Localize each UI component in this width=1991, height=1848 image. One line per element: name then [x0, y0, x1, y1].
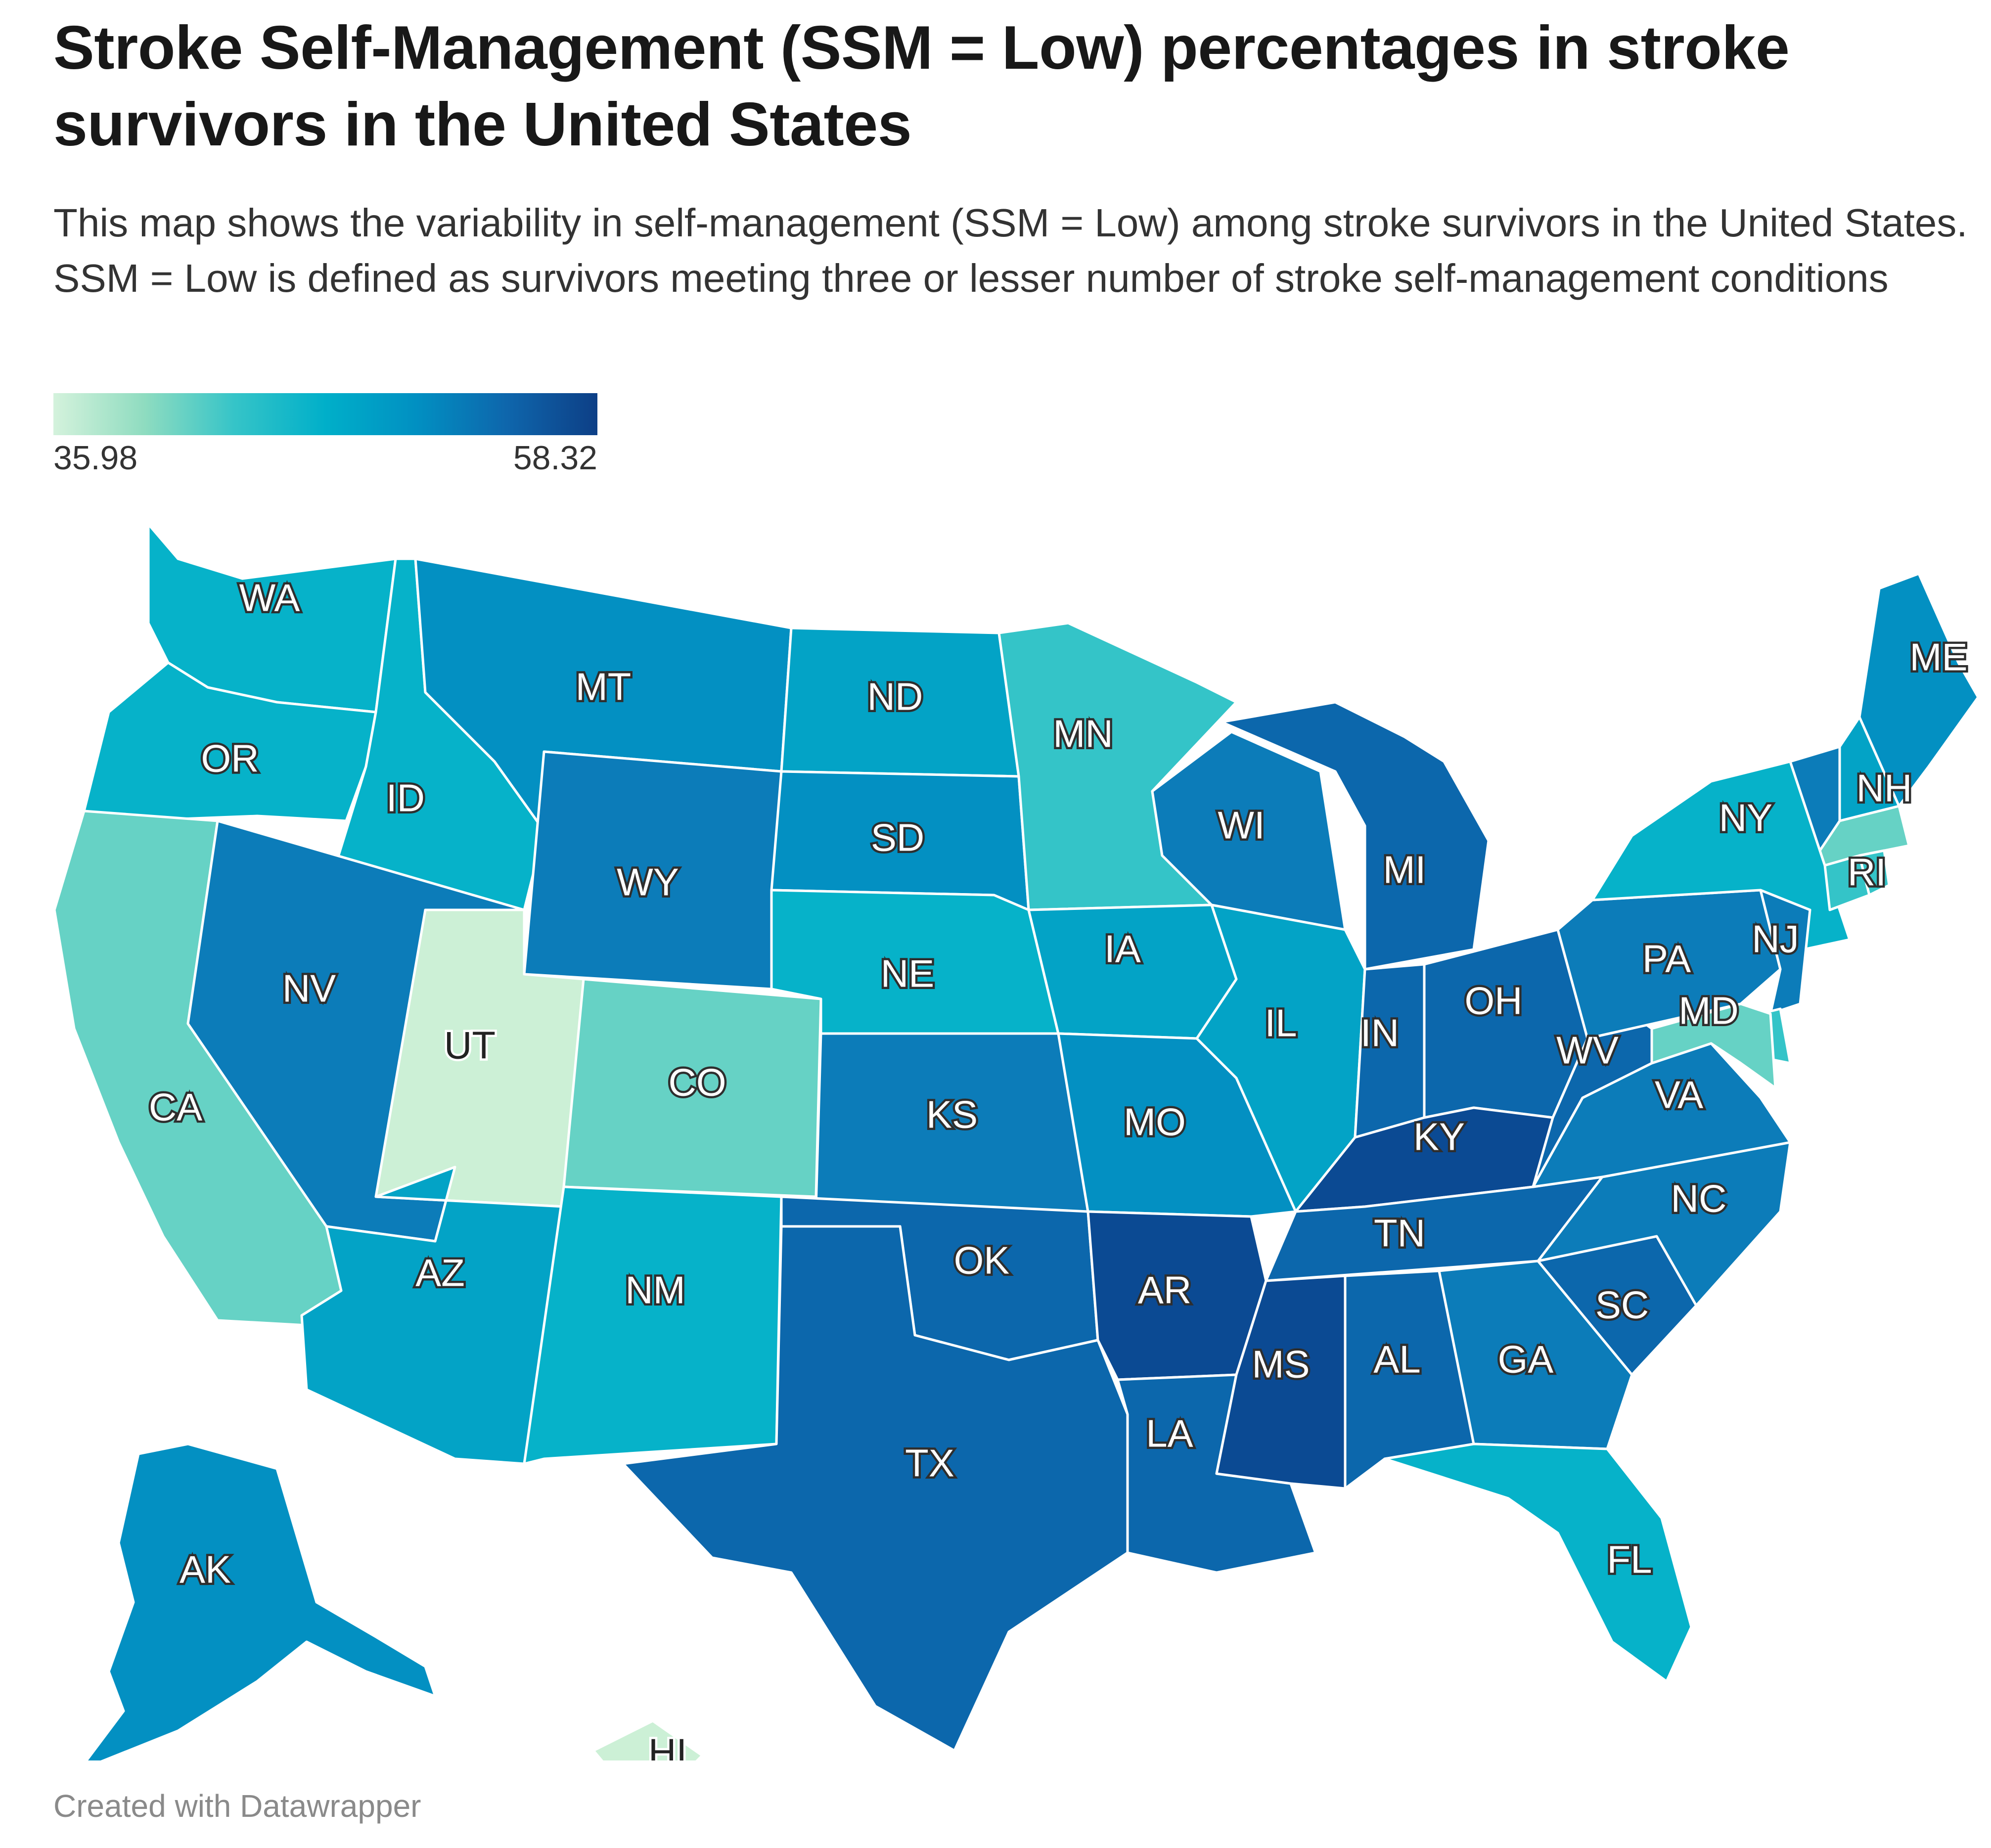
state-label-ut: UT	[444, 1024, 496, 1067]
state-label-nj: NJ	[1752, 917, 1799, 961]
state-label-ky: KY	[1413, 1115, 1465, 1159]
state-label-nc: NC	[1671, 1177, 1727, 1220]
state-label-or: OR	[201, 737, 259, 780]
state-label-hi: HI	[648, 1731, 687, 1760]
state-ia[interactable]	[1027, 903, 1238, 1040]
state-label-al: AL	[1373, 1338, 1420, 1381]
state-label-sd: SD	[871, 816, 924, 859]
state-md[interactable]	[1650, 1002, 1777, 1089]
state-label-ak: AK	[180, 1548, 231, 1591]
color-legend: 35.98 58.32	[53, 393, 597, 482]
state-label-va: VA	[1655, 1073, 1703, 1117]
state-label-la: LA	[1146, 1412, 1193, 1455]
footer-credit: Created with Datawrapper	[53, 1788, 421, 1824]
state-label-oh: OH	[1465, 979, 1523, 1023]
state-label-ms: MS	[1252, 1343, 1310, 1386]
state-label-wi: WI	[1218, 804, 1265, 847]
us-choropleth-map: WA OR CA ID NV UT AZ MT WY CO NM ND SD NE KS OK TX MN IA MO…	[53, 523, 1980, 1760]
state-me[interactable]	[1858, 572, 1980, 808]
state-label-ri: RI	[1848, 851, 1886, 894]
state-nj[interactable]	[1759, 889, 1811, 1015]
state-label-nv: NV	[282, 967, 336, 1010]
state-label-md: MD	[1678, 989, 1738, 1033]
state-label-mo: MO	[1124, 1100, 1186, 1144]
state-ak[interactable]	[79, 1442, 437, 1760]
state-label-nd: ND	[867, 675, 923, 719]
legend-min-label: 35.98	[53, 439, 138, 477]
state-label-me: ME	[1910, 635, 1968, 679]
state-label-co: CO	[669, 1061, 726, 1104]
state-ri[interactable]	[1858, 849, 1891, 897]
state-label-ne: NE	[881, 952, 934, 995]
state-label-fl: FL	[1607, 1538, 1652, 1581]
state-label-ar: AR	[1138, 1268, 1191, 1312]
state-ga[interactable]	[1438, 1260, 1633, 1450]
state-or[interactable]	[83, 661, 377, 822]
state-label-wy: WY	[617, 860, 679, 904]
state-tx[interactable]	[622, 1225, 1129, 1752]
state-label-ca: CA	[149, 1085, 202, 1129]
map-title: Stroke Self-Management (SSM = Low) perce…	[53, 14, 1790, 159]
state-label-mt: MT	[576, 665, 632, 709]
state-oh[interactable]	[1423, 928, 1589, 1119]
state-label-nm: NM	[625, 1268, 685, 1312]
state-label-in: IN	[1360, 1011, 1399, 1055]
state-label-mi: MI	[1383, 848, 1426, 892]
state-label-il: IL	[1265, 1001, 1297, 1045]
state-label-ga: GA	[1498, 1338, 1554, 1381]
state-label-wa: WA	[239, 576, 300, 620]
state-label-nh: NH	[1856, 766, 1912, 810]
state-label-wv: WV	[1556, 1029, 1619, 1072]
state-fl[interactable]	[1383, 1442, 1693, 1683]
state-label-pa: PA	[1642, 937, 1691, 981]
state-nm[interactable]	[523, 1185, 783, 1465]
state-label-tn: TN	[1374, 1212, 1425, 1255]
state-label-ny: NY	[1719, 796, 1772, 840]
state-label-ks: KS	[926, 1093, 978, 1136]
state-label-ia: IA	[1104, 927, 1141, 971]
state-label-id: ID	[386, 776, 425, 820]
state-label-ok: OK	[954, 1239, 1010, 1282]
legend-max-label: 58.32	[513, 439, 597, 477]
state-label-tx: TX	[905, 1442, 954, 1485]
state-mi[interactable]	[1220, 701, 1490, 971]
legend-gradient-bar	[53, 393, 597, 435]
state-hi[interactable]	[592, 1719, 704, 1760]
map-subtitle: This map shows the variability in self-m…	[53, 201, 1968, 300]
state-label-az: AZ	[415, 1251, 465, 1295]
state-label-mn: MN	[1053, 712, 1113, 756]
state-label-sc: SC	[1595, 1283, 1649, 1327]
